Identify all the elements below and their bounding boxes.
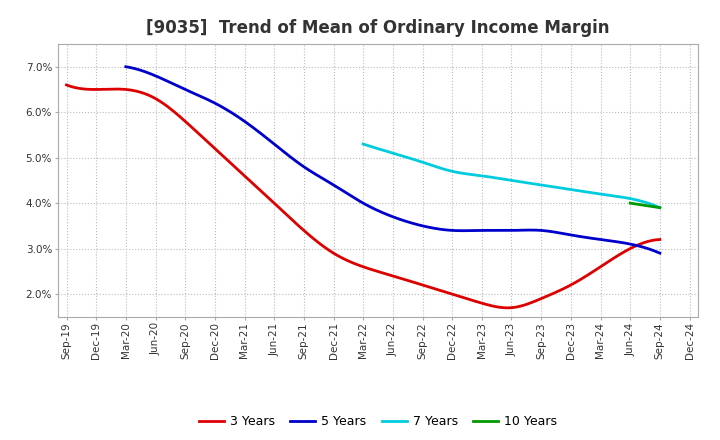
5 Years (123, 64, 132, 70)
5 Years (655, 250, 664, 256)
3 Years (415, 282, 424, 287)
3 Years (564, 283, 573, 289)
Line: 5 Years: 5 Years (126, 67, 660, 253)
10 Years (626, 201, 634, 206)
Title: [9035]  Trend of Mean of Ordinary Income Margin: [9035] Trend of Mean of Ordinary Income … (146, 19, 610, 37)
7 Years (609, 193, 618, 198)
3 Years (62, 82, 71, 88)
10 Years (655, 205, 664, 210)
3 Years (413, 281, 422, 286)
5 Years (439, 227, 448, 232)
5 Years (606, 238, 614, 243)
7 Years (359, 141, 367, 147)
7 Years (536, 182, 544, 187)
5 Years (572, 233, 580, 238)
3 Years (426, 285, 434, 290)
7 Years (541, 183, 549, 188)
3 Years (64, 83, 73, 88)
3 Years (503, 305, 511, 311)
5 Years (438, 227, 446, 232)
7 Years (360, 142, 369, 147)
5 Years (449, 228, 457, 233)
3 Years (602, 260, 611, 266)
7 Years (628, 196, 636, 202)
7 Years (534, 182, 543, 187)
7 Years (655, 205, 664, 210)
Line: 3 Years: 3 Years (66, 85, 660, 308)
5 Years (122, 64, 130, 70)
3 Years (655, 237, 664, 242)
Line: 7 Years: 7 Years (363, 144, 660, 208)
Legend: 3 Years, 5 Years, 7 Years, 10 Years: 3 Years, 5 Years, 7 Years, 10 Years (194, 411, 562, 433)
Line: 10 Years: 10 Years (630, 203, 660, 208)
